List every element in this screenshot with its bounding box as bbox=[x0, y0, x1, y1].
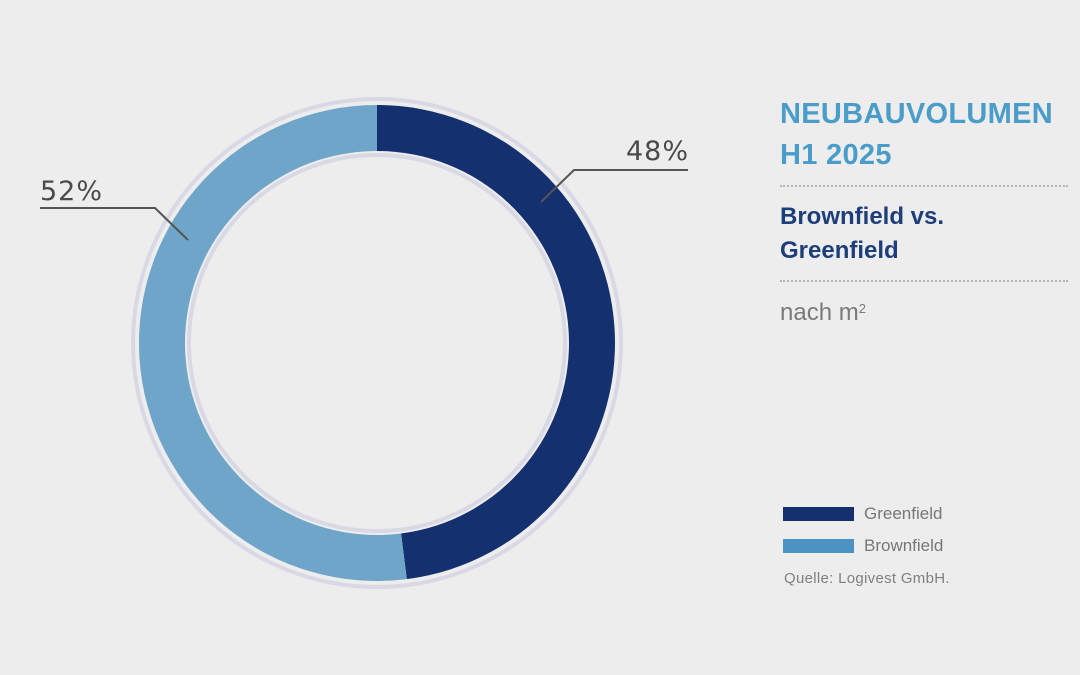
source-note: Quelle: Logivest GmbH. bbox=[784, 570, 950, 587]
unit-label: nach m2 bbox=[780, 299, 1070, 327]
unit-superscript: 2 bbox=[858, 301, 866, 316]
leader-line-brownfield bbox=[40, 207, 189, 241]
slice-brownfield bbox=[139, 105, 407, 581]
unit-text: nach m bbox=[780, 299, 859, 326]
outer-ring bbox=[131, 97, 623, 589]
legend-item-greenfield: Greenfield bbox=[783, 498, 943, 530]
legend-swatch-brownfield bbox=[783, 539, 854, 553]
leader-line-greenfield bbox=[540, 169, 688, 203]
brownfield-pct-label: 52% bbox=[40, 176, 103, 207]
greenfield-pct-label: 48% bbox=[626, 136, 689, 167]
divider bbox=[780, 280, 1068, 282]
title-line-2: H1 2025 bbox=[780, 139, 892, 171]
chart-subtitle: Brownfield vs. Greenfield bbox=[780, 200, 1070, 268]
legend-label-brownfield: Brownfield bbox=[864, 536, 944, 555]
legend-label-greenfield: Greenfield bbox=[864, 504, 943, 523]
divider bbox=[780, 185, 1068, 187]
subtitle-line-2: Greenfield bbox=[780, 237, 899, 264]
legend-swatch-greenfield bbox=[783, 507, 854, 521]
subtitle-line-1: Brownfield vs. bbox=[780, 203, 945, 230]
legend: Greenfield Brownfield bbox=[783, 498, 943, 562]
slice-greenfield bbox=[377, 105, 616, 580]
inner-ring bbox=[187, 153, 567, 533]
chart-title: NEUBAUVOLUMEN H1 2025 bbox=[780, 94, 1070, 176]
legend-item-brownfield: Brownfield bbox=[783, 530, 943, 562]
title-line-1: NEUBAUVOLUMEN bbox=[780, 98, 1053, 130]
chart-header: NEUBAUVOLUMEN H1 2025 Brownfield vs. Gre… bbox=[780, 94, 1070, 327]
